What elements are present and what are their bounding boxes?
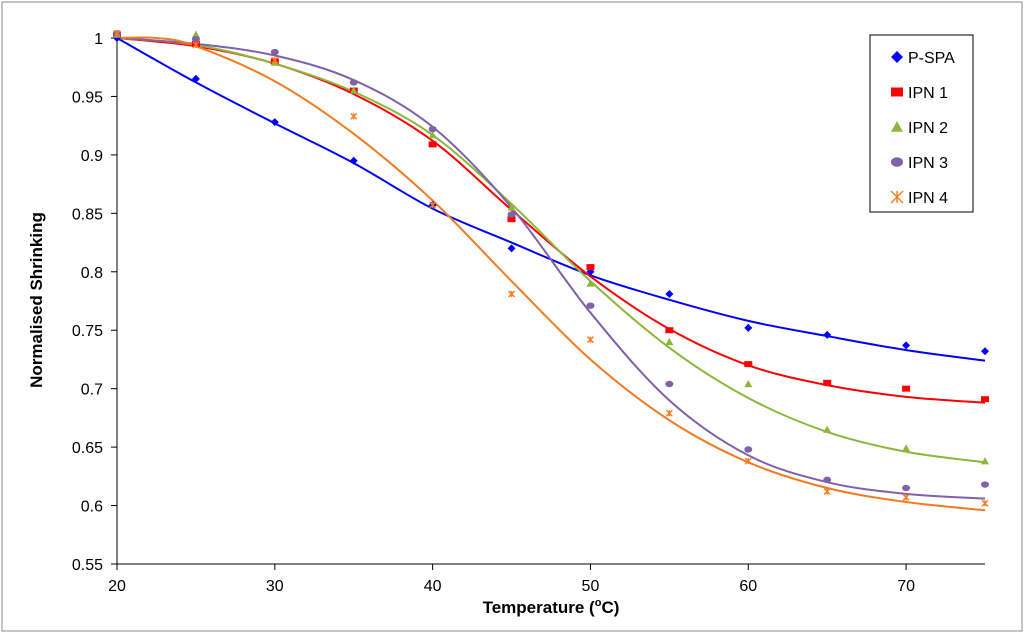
legend-marker-ipn-3 <box>891 157 903 167</box>
legend-label-ipn-3: IPN 3 <box>908 155 948 172</box>
data-point-ipn-1 <box>586 264 595 271</box>
data-point-ipn-4 <box>429 201 437 209</box>
data-point-ipn-3 <box>507 211 516 218</box>
y-tick-label: 0.85 <box>72 206 103 223</box>
data-point-ipn-1 <box>507 216 516 223</box>
data-point-ipn-3 <box>665 380 674 388</box>
data-point-ipn-2 <box>349 86 358 94</box>
data-point-p-spa <box>270 118 279 127</box>
data-point-ipn-4 <box>271 56 279 64</box>
data-point-ipn-4 <box>586 336 594 344</box>
data-point-ipn-3 <box>586 302 595 309</box>
legend-marker-ipn-4 <box>890 190 904 204</box>
data-point-p-spa <box>349 156 358 165</box>
data-point-ipn-2 <box>428 131 437 139</box>
legend-marker-ipn-2 <box>891 121 903 132</box>
data-point-ipn-1 <box>744 361 753 368</box>
data-point-ipn-4 <box>113 29 121 37</box>
data-point-ipn-2 <box>586 279 595 287</box>
y-tick-label: 0.6 <box>81 499 103 516</box>
data-point-ipn-2 <box>507 203 516 211</box>
data-point-p-spa <box>902 341 911 350</box>
data-point-ipn-4 <box>823 488 831 496</box>
data-point-ipn-3 <box>428 125 437 133</box>
x-tick-label: 40 <box>424 578 442 595</box>
data-point-ipn-4 <box>508 290 516 298</box>
x-tick-label: 70 <box>897 578 915 595</box>
data-point-ipn-2 <box>191 30 200 38</box>
legend-box <box>869 34 974 213</box>
data-point-ipn-2 <box>981 457 989 465</box>
data-point-p-spa <box>823 330 832 339</box>
y-tick-label: 0.8 <box>81 265 103 282</box>
y-axis-title: Normalised Shrinking <box>27 212 46 388</box>
y-tick-label: 0.75 <box>72 323 103 340</box>
data-point-ipn-1 <box>428 141 437 148</box>
y-tick-label: 0.65 <box>72 440 103 457</box>
legend-label-ipn-2: IPN 2 <box>908 120 948 137</box>
data-point-ipn-2 <box>823 425 832 433</box>
data-point-ipn-1 <box>665 327 674 334</box>
y-tick-label: 0.7 <box>81 382 103 399</box>
y-tick-label: 0.95 <box>72 89 103 106</box>
data-point-ipn-4 <box>192 41 200 49</box>
data-point-ipn-4 <box>665 409 673 417</box>
trend-line-ipn-4 <box>116 36 986 512</box>
x-tick-label: 30 <box>266 578 284 595</box>
data-point-ipn-3 <box>823 476 832 484</box>
data-point-p-spa <box>744 323 753 332</box>
data-point-ipn-2 <box>744 379 753 388</box>
data-point-ipn-1 <box>902 385 911 392</box>
data-point-ipn-1 <box>823 379 832 386</box>
data-point-ipn-2 <box>902 444 911 452</box>
legend-label-p-spa: P-SPA <box>908 50 955 67</box>
data-point-p-spa <box>191 74 200 83</box>
y-ticks: 0.55 0.6 0.65 0.7 0.75 0.8 0.85 0.9 0.95 1 <box>72 31 117 574</box>
x-tick-label: 50 <box>582 578 600 595</box>
legend: P-SPA IPN 1 IPN 2 IPN 3 IPN 4 <box>869 34 974 213</box>
y-tick-label: 0.55 <box>72 557 103 574</box>
data-point-p-spa <box>507 244 516 253</box>
legend-marker-p-spa <box>891 51 903 63</box>
data-point-ipn-1 <box>981 396 989 403</box>
legend-label-ipn-1: IPN 1 <box>908 85 948 102</box>
data-point-ipn-3 <box>744 446 753 453</box>
data-point-p-spa <box>981 347 989 356</box>
legend-label-ipn-4: IPN 4 <box>908 190 948 207</box>
x-tick-label: 60 <box>739 578 757 595</box>
y-tick-label: 1 <box>94 31 103 48</box>
data-point-ipn-4 <box>350 112 358 120</box>
data-point-p-spa <box>665 289 674 298</box>
data-point-ipn-3 <box>349 79 358 86</box>
x-axis-title: Temperature (oC) <box>483 597 620 617</box>
data-point-ipn-3 <box>902 484 911 492</box>
data-markers <box>113 29 989 507</box>
data-point-ipn-3 <box>270 48 279 56</box>
data-point-ipn-4 <box>744 457 752 465</box>
data-point-ipn-4 <box>981 499 989 507</box>
data-point-ipn-3 <box>981 481 989 488</box>
data-point-ipn-4 <box>902 493 910 501</box>
x-ticks: 20 30 40 50 60 70 <box>108 564 915 595</box>
legend-marker-ipn-1 <box>891 87 903 97</box>
data-point-ipn-2 <box>665 337 674 346</box>
x-tick-label: 20 <box>108 578 126 595</box>
y-tick-label: 0.9 <box>81 148 103 165</box>
axes <box>116 38 985 565</box>
data-point-ipn-3 <box>191 35 200 43</box>
